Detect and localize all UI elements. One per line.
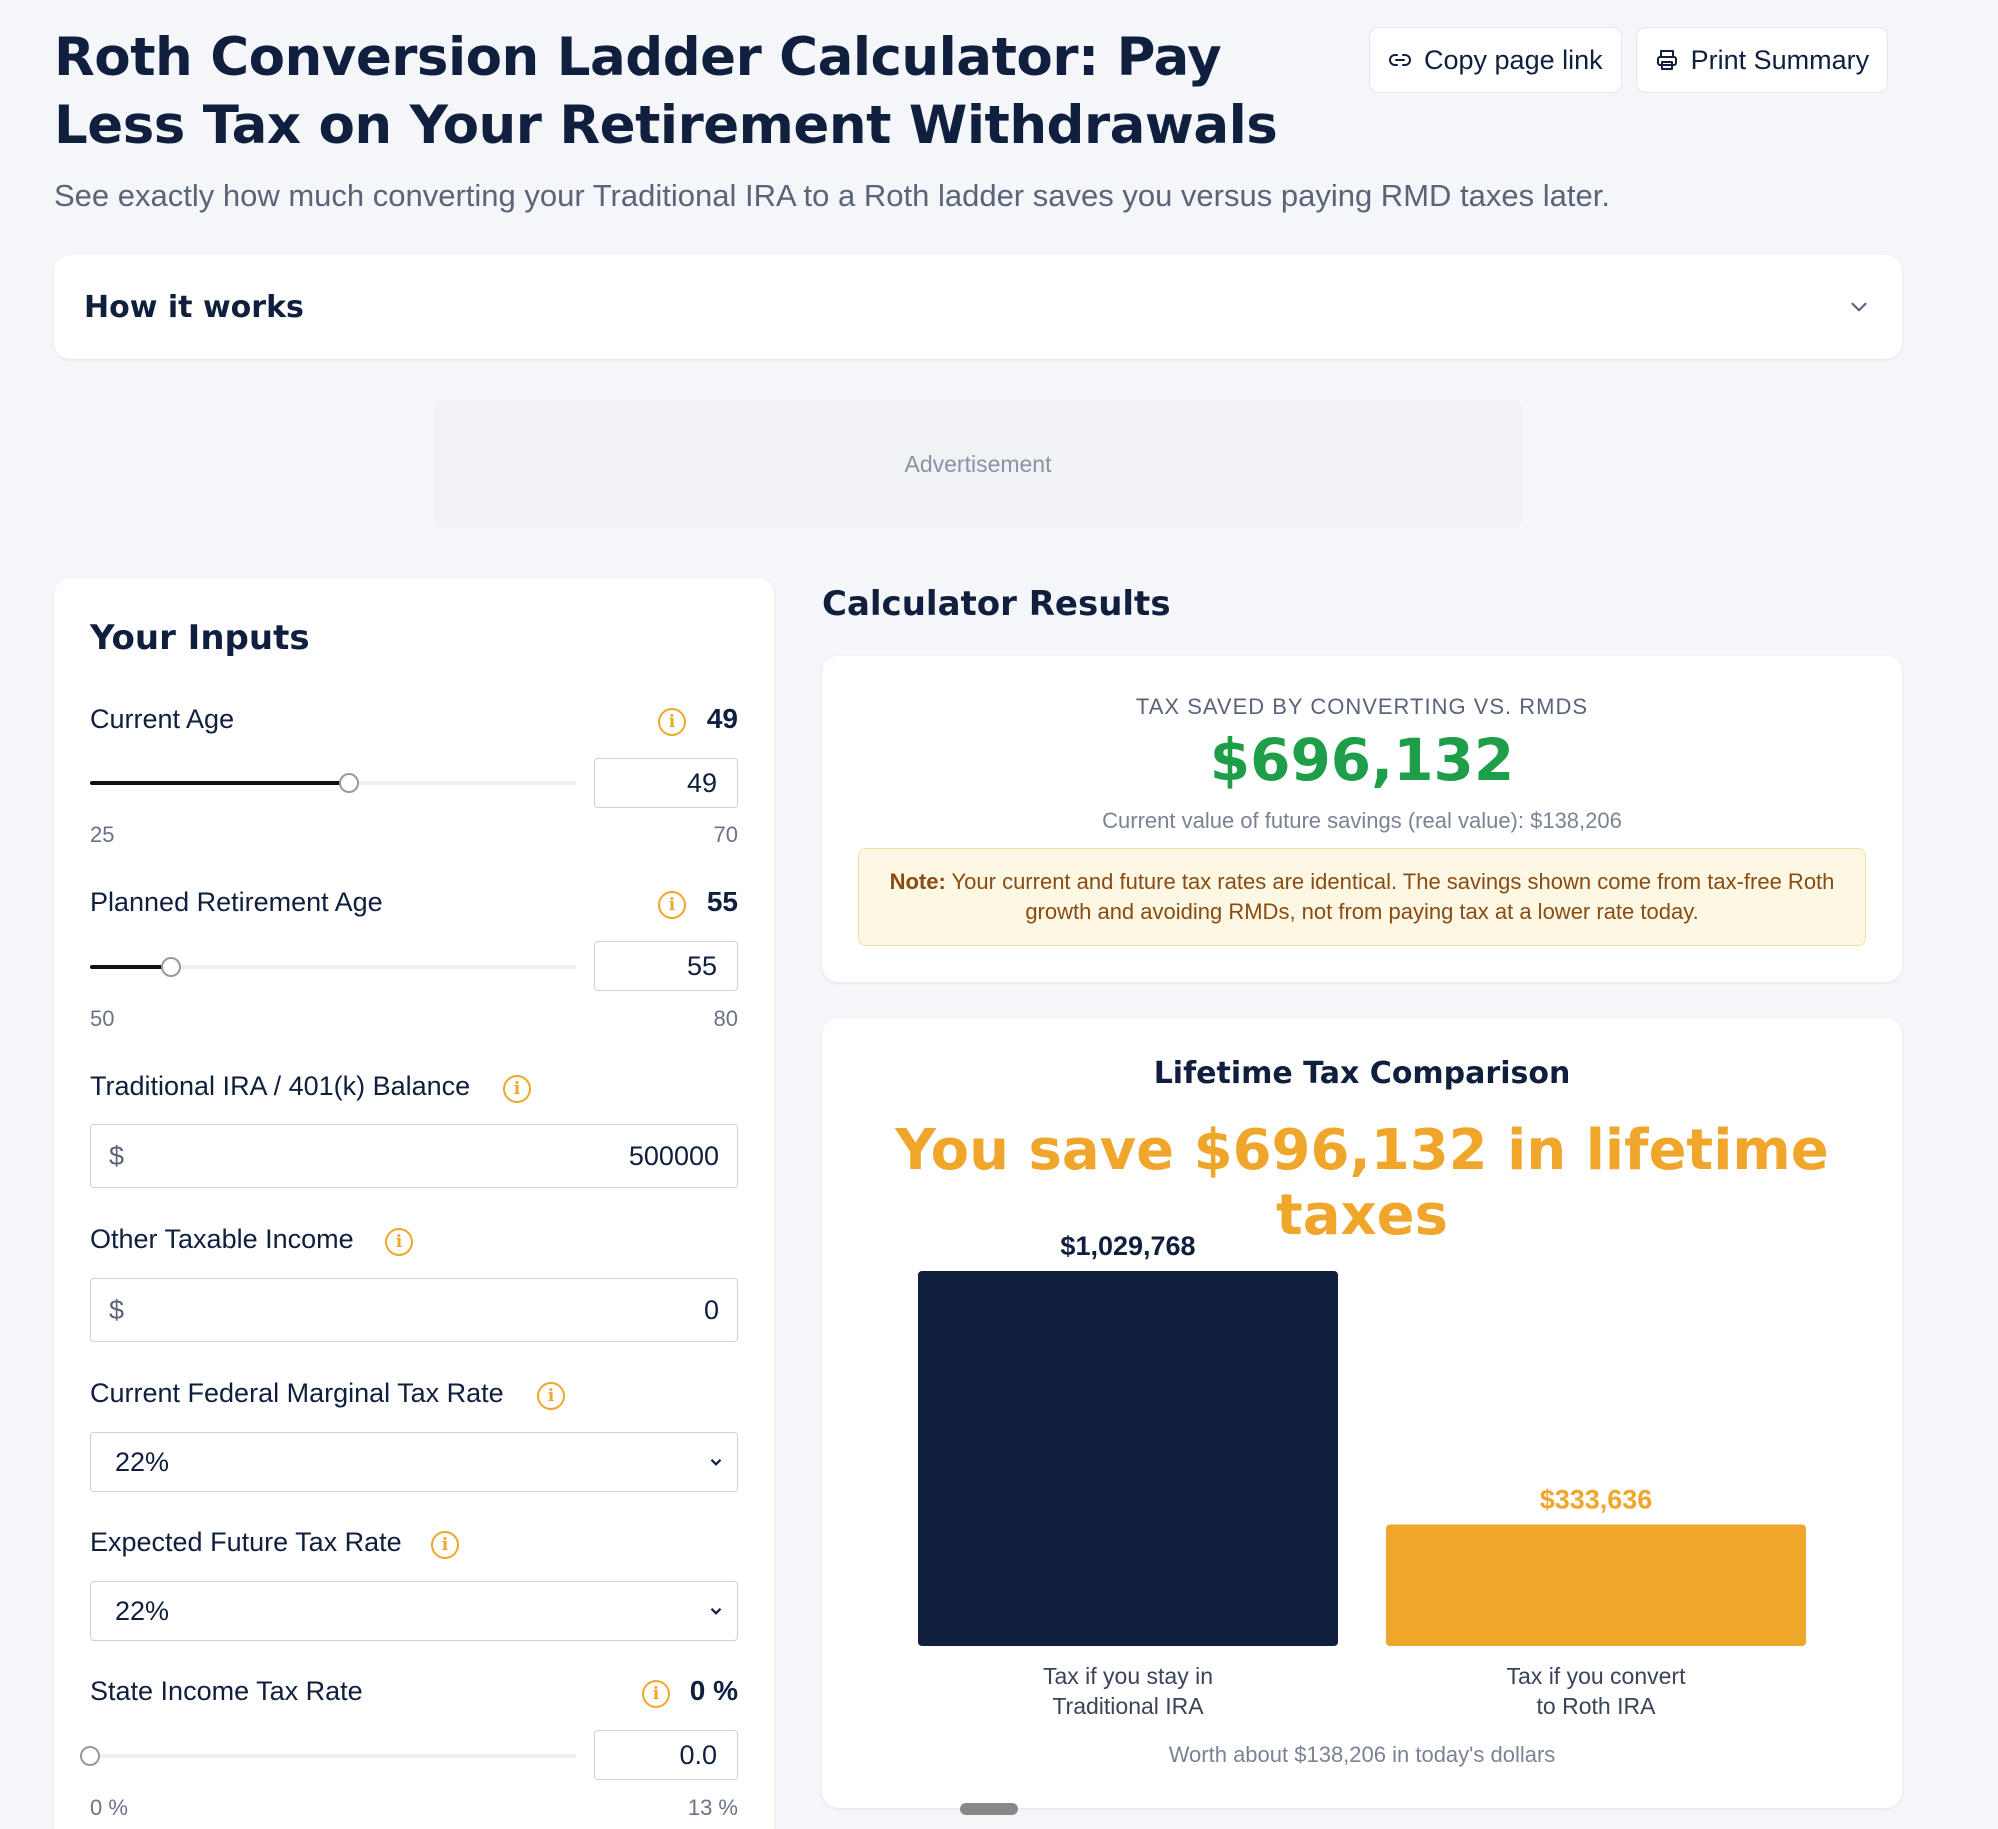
current-rate-select[interactable]: 22%	[90, 1432, 738, 1492]
results-title: Calculator Results	[822, 584, 1171, 624]
note-bold: Note:	[889, 869, 946, 894]
other-income-label: Other Taxable Income	[90, 1224, 354, 1254]
info-icon[interactable]: i	[537, 1382, 565, 1410]
note-text: Your current and future tax rates are id…	[945, 869, 1835, 924]
inputs-panel: Your Inputs Current Age i 49 49 25 70 Pl…	[54, 578, 774, 1829]
how-it-works-label: How it works	[84, 289, 304, 325]
state-rate-min: 0 %	[90, 1795, 128, 1820]
current-rate-value: 22%	[115, 1446, 170, 1477]
tax-saved-label: TAX SAVED BY CONVERTING VS. RMDS	[1135, 694, 1589, 719]
currency-symbol: $	[109, 1140, 125, 1171]
ira-balance-value: 500000	[628, 1140, 719, 1171]
future-rate-label: Expected Future Tax Rate	[90, 1527, 402, 1557]
ira-balance-label: Traditional IRA / 401(k) Balance	[90, 1071, 471, 1101]
state-rate-value: 0 %	[689, 1675, 738, 1706]
retirement-age-slider[interactable]	[90, 957, 576, 977]
info-icon[interactable]: i	[385, 1228, 413, 1256]
future-rate-value: 22%	[115, 1595, 170, 1626]
current-age-max: 70	[713, 822, 738, 847]
slider-fill	[90, 965, 172, 969]
top-actions: Copy page link Print Summary	[1369, 27, 1889, 93]
lifetime-tax-chart-card: Lifetime Tax Comparison You save $696,13…	[822, 1018, 1902, 1808]
future-rate-select[interactable]: 22%	[90, 1581, 738, 1641]
category-label: Tax if you convert	[1507, 1663, 1687, 1689]
bar-value-label: $1,029,768	[1060, 1231, 1195, 1261]
other-income-value: 0	[703, 1294, 719, 1325]
currency-symbol: $	[109, 1294, 125, 1325]
current-age-value: 49	[706, 703, 738, 734]
page-title: Roth Conversion Ladder Calculator: Pay L…	[54, 27, 1278, 156]
info-icon[interactable]: i	[658, 891, 686, 919]
retirement-age-label: Planned Retirement Age	[90, 887, 383, 917]
retirement-age-min: 50	[90, 1006, 115, 1031]
current-age-input[interactable]: 49	[594, 758, 738, 808]
current-age-slider[interactable]	[90, 773, 576, 793]
current-age-label: Current Age	[90, 704, 235, 734]
results-summary-card: TAX SAVED BY CONVERTING VS. RMDS $696,13…	[822, 656, 1902, 982]
category-label: to Roth IRA	[1537, 1693, 1657, 1719]
slider-fill	[90, 781, 350, 785]
print-summary-button[interactable]: Print Summary	[1635, 27, 1889, 93]
category-label: Tax if you stay in	[1043, 1663, 1213, 1689]
info-icon[interactable]: i	[658, 708, 686, 736]
how-it-works-accordion[interactable]: How it works	[54, 255, 1902, 359]
chevron-down-icon	[710, 1458, 722, 1466]
category-label: Traditional IRA	[1052, 1693, 1204, 1719]
chevron-down-icon	[1851, 302, 1867, 312]
info-icon[interactable]: i	[642, 1680, 670, 1708]
copy-link-label: Copy page link	[1424, 44, 1603, 75]
real-value-text: Current value of future savings (real va…	[1102, 808, 1622, 833]
state-rate-max: 13 %	[687, 1795, 738, 1820]
slider-thumb[interactable]	[161, 957, 182, 977]
bar	[1386, 1524, 1806, 1646]
info-icon[interactable]: i	[503, 1075, 531, 1103]
copy-link-button[interactable]: Copy page link	[1369, 27, 1622, 93]
advertisement-slot: Advertisement	[434, 400, 1522, 528]
bar-chart: $1,029,768 Tax if you stay in Traditional …	[918, 1231, 1806, 1719]
inputs-title: Your Inputs	[90, 618, 310, 658]
printer-icon	[1656, 50, 1677, 70]
state-rate-label: State Income Tax Rate	[90, 1676, 363, 1706]
advertisement-label: Advertisement	[904, 450, 1052, 477]
retirement-age-input[interactable]: 55	[594, 941, 738, 991]
other-income-input[interactable]: $ 0	[90, 1278, 738, 1342]
chart-title: Lifetime Tax Comparison	[1153, 1056, 1571, 1091]
todays-dollars-text: Worth about $138,206 in today's dollars	[1168, 1742, 1556, 1767]
scroll-indicator[interactable]	[960, 1803, 1018, 1815]
tax-saved-amount: $696,132	[1209, 726, 1515, 794]
bar	[918, 1271, 1338, 1646]
current-rate-label: Current Federal Marginal Tax Rate	[90, 1378, 504, 1408]
page-header: Roth Conversion Ladder Calculator: Pay L…	[54, 24, 1914, 214]
retirement-age-value: 55	[706, 886, 738, 917]
state-rate-input[interactable]: 0.0	[594, 1730, 738, 1780]
page-subtitle: See exactly how much converting your Tra…	[54, 178, 1610, 213]
state-rate-slider[interactable]	[80, 1746, 576, 1766]
savings-headline: You save $696,132 in lifetime taxes	[895, 1118, 1829, 1248]
bar-value-label: $333,636	[1540, 1485, 1653, 1515]
link-icon	[1389, 54, 1411, 66]
print-summary-label: Print Summary	[1690, 44, 1870, 75]
info-icon[interactable]: i	[431, 1531, 459, 1559]
slider-thumb[interactable]	[339, 773, 360, 793]
ira-balance-input[interactable]: $ 500000	[90, 1124, 738, 1188]
chevron-down-icon	[710, 1607, 722, 1615]
current-age-min: 25	[90, 822, 115, 847]
note-box: Note: Your current and future tax rates …	[858, 848, 1866, 946]
retirement-age-max: 80	[713, 1006, 738, 1031]
slider-thumb[interactable]	[80, 1746, 100, 1766]
